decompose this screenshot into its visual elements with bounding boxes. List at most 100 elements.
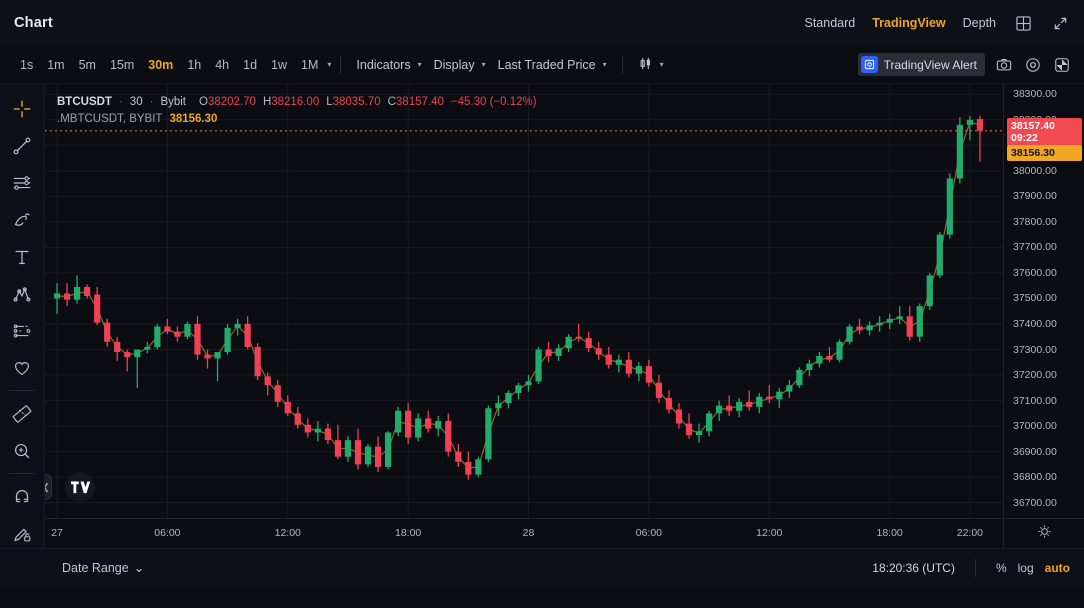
timeframe-1s[interactable]: 1s (20, 57, 34, 72)
trend-line-icon[interactable] (4, 127, 40, 164)
chevron-down-icon: ▾ (602, 60, 607, 69)
timeframe-1d[interactable]: 1d (243, 57, 258, 72)
indicators-menu[interactable]: Indicators ▾ (350, 54, 427, 76)
expand-icon[interactable] (1050, 13, 1070, 33)
legend-ohlc: O38202.70 H38216.00 L38035.70 C38157.40 … (199, 96, 537, 108)
log-scale-toggle[interactable]: log (1017, 560, 1034, 575)
timeframe-1h[interactable]: 1h (187, 57, 202, 72)
candlestick (374, 436, 382, 473)
candlestick (354, 428, 362, 470)
camera-icon[interactable] (994, 55, 1014, 75)
timeframe-1M[interactable]: 1M (301, 57, 319, 72)
timeframe-1w[interactable]: 1w (271, 57, 288, 72)
measure-ruler-icon[interactable] (4, 395, 40, 432)
candlestick (264, 372, 271, 396)
display-menu[interactable]: Display ▾ (428, 54, 492, 76)
candlestick (435, 415, 442, 437)
rail-divider-1 (9, 390, 35, 391)
candlestick (655, 375, 663, 404)
settings-target-icon[interactable] (1023, 55, 1043, 75)
candlestick (746, 390, 753, 411)
legend-symbol[interactable]: BTCUSDT (57, 96, 112, 108)
magnet-icon[interactable] (4, 478, 40, 515)
candlestick (515, 382, 522, 400)
timeframe-15m[interactable]: 15m (109, 57, 135, 72)
candlestick (475, 456, 482, 478)
candlestick (134, 349, 141, 388)
patterns-icon[interactable] (4, 275, 40, 312)
brush-icon[interactable] (4, 201, 40, 238)
time-tick-label: 28 (522, 527, 535, 539)
price-tick-label: 37000.00 (1013, 420, 1057, 433)
favorites-heart-icon[interactable] (4, 349, 40, 386)
date-range-button[interactable]: Date Range ⌄ (62, 560, 144, 576)
legend-indicator-name[interactable]: .MBTCUSDT, BYBIT (57, 113, 163, 125)
timeframe-5m[interactable]: 5m (78, 57, 96, 72)
bottom-bar-right: 18:20:36 (UTC) % log auto (872, 558, 1084, 577)
legend-low: L38035.70 (326, 96, 381, 108)
chart-settings-button[interactable] (1003, 518, 1084, 548)
candlestick (716, 400, 723, 421)
candlestick (525, 375, 532, 392)
candlestick-icon (638, 56, 653, 74)
footer-strip (0, 586, 1084, 608)
price-tick-label: 37200.00 (1013, 369, 1057, 382)
price-tick-label: 38300.00 (1013, 88, 1057, 101)
candlestick (294, 406, 301, 429)
timeframe-1m[interactable]: 1m (47, 57, 65, 72)
timeframe-4h[interactable]: 4h (215, 57, 230, 72)
candlestick (736, 398, 743, 418)
candlestick (164, 318, 171, 335)
chart-type-menu[interactable]: ▾ (632, 52, 670, 78)
price-axis[interactable]: 38300.0038200.0038100.0038000.0037900.00… (1003, 84, 1084, 518)
timeframe-more-caret-icon[interactable]: ▾ (327, 60, 332, 69)
percent-scale-toggle[interactable]: % (995, 560, 1007, 575)
view-mode-tradingview[interactable]: TradingView (872, 16, 946, 30)
candlestick (956, 117, 963, 184)
drawing-mode-lock-icon[interactable] (4, 515, 40, 552)
zoom-in-icon[interactable] (4, 432, 40, 469)
candlestick (405, 403, 412, 444)
text-tool-icon[interactable] (4, 238, 40, 275)
candlestick (615, 354, 622, 373)
time-axis[interactable]: 27 06:00 12:00 18:00 28 06:00 12:00 18:00 22:00 (45, 518, 1003, 548)
candlestick (274, 380, 281, 407)
view-mode-depth[interactable]: Depth (962, 16, 996, 30)
legend-close: C38157.40 (387, 96, 444, 108)
view-mode-standard[interactable]: Standard (804, 16, 856, 30)
candlestick (545, 341, 552, 363)
grid-layout-icon[interactable] (1013, 13, 1033, 33)
last-traded-price-menu[interactable]: Last Traded Price ▾ (492, 54, 613, 76)
time-tick-label: 22:00 (956, 527, 984, 539)
candlestick (836, 339, 843, 363)
candlestick (605, 346, 612, 369)
candlestick (635, 362, 642, 382)
candlestick (495, 395, 502, 416)
legend-high: H38216.00 (262, 96, 320, 108)
cursor-crosshair-icon[interactable] (4, 90, 40, 127)
tradingview-alert-button[interactable]: TradingView Alert (857, 53, 985, 76)
clock-time[interactable]: 18:20:36 (UTC) (872, 560, 955, 575)
horizontal-lines-icon[interactable] (4, 164, 40, 201)
forecast-icon[interactable] (4, 312, 40, 349)
candlestick (455, 443, 462, 467)
toolbar-divider-2 (621, 55, 623, 74)
last-price-time: 09:22 (1011, 131, 1038, 144)
candlestick (194, 316, 201, 360)
candlestick (976, 115, 984, 162)
timeframe-30m[interactable]: 30m (148, 57, 174, 72)
fullscreen-icon[interactable] (1052, 55, 1072, 75)
legend-indicator-row: .MBTCUSDT, BYBIT 38156.30 (57, 113, 537, 125)
candlestick (595, 341, 602, 360)
auto-scale-toggle[interactable]: auto (1044, 560, 1070, 575)
price-tick-label: 38000.00 (1013, 164, 1057, 177)
candlestick (806, 359, 813, 377)
collapse-panel-handle[interactable]: ❮ (45, 474, 52, 500)
last-price-badge[interactable]: 38157.40 09:22 (1007, 117, 1082, 146)
chart-canvas-pane[interactable]: BTCUSDT · 30 · Bybit O38202.70 H38216.00… (45, 84, 1003, 518)
candlestick (415, 413, 422, 442)
page-title: Chart (14, 15, 53, 31)
candlestick (84, 284, 91, 299)
indicator-price-badge[interactable]: 38156.30 (1007, 144, 1082, 161)
